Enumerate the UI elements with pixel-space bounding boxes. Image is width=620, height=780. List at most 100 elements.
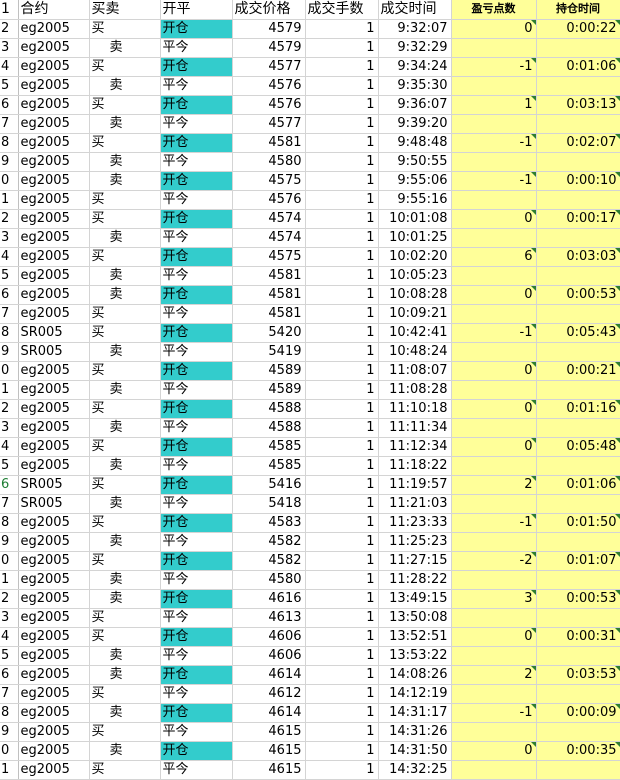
row-number[interactable]: 8: [0, 323, 19, 343]
cell-open-close[interactable]: 开仓: [160, 285, 233, 305]
cell-price[interactable]: 4580: [232, 570, 306, 590]
cell-price[interactable]: 5420: [232, 323, 306, 343]
cell-hold-time[interactable]: 0:03:13: [536, 95, 620, 115]
cell-pnl-points[interactable]: [451, 266, 537, 286]
cell-contract[interactable]: eg2005: [18, 608, 90, 628]
cell-time[interactable]: 14:08:26: [378, 665, 452, 685]
cell-price[interactable]: 4606: [232, 646, 306, 666]
cell-side[interactable]: 卖: [89, 152, 161, 172]
cell-pnl-points[interactable]: -1: [451, 171, 537, 191]
cell-qty[interactable]: 1: [305, 570, 379, 590]
cell-contract[interactable]: eg2005: [18, 190, 90, 210]
cell-time[interactable]: 10:01:08: [378, 209, 452, 229]
row-number[interactable]: 1: [0, 190, 19, 210]
cell-time[interactable]: 11:28:22: [378, 570, 452, 590]
cell-side[interactable]: 买: [89, 513, 161, 533]
cell-contract[interactable]: eg2005: [18, 399, 90, 419]
cell-open-close[interactable]: 平今: [160, 266, 233, 286]
cell-side[interactable]: 买: [89, 399, 161, 419]
cell-side[interactable]: 买: [89, 361, 161, 381]
cell-contract[interactable]: SR005: [18, 342, 90, 362]
row-number[interactable]: 7: [0, 494, 19, 514]
cell-price[interactable]: 5419: [232, 342, 306, 362]
cell-price[interactable]: 4576: [232, 76, 306, 96]
cell-pnl-points[interactable]: [451, 760, 537, 780]
cell-hold-time[interactable]: [536, 760, 620, 780]
cell-contract[interactable]: eg2005: [18, 570, 90, 590]
cell-time[interactable]: 11:27:15: [378, 551, 452, 571]
cell-contract[interactable]: SR005: [18, 494, 90, 514]
cell-pnl-points[interactable]: [451, 532, 537, 552]
row-number[interactable]: 8: [0, 703, 19, 723]
cell-pnl-points[interactable]: 0: [451, 209, 537, 229]
cell-pnl-points[interactable]: 0: [451, 285, 537, 305]
cell-open-close[interactable]: 开仓: [160, 513, 233, 533]
row-number[interactable]: 0: [0, 171, 19, 191]
cell-pnl-points[interactable]: 0: [451, 627, 537, 647]
cell-qty[interactable]: 1: [305, 304, 379, 324]
cell-price[interactable]: 4614: [232, 665, 306, 685]
cell-qty[interactable]: 1: [305, 380, 379, 400]
row-number[interactable]: 9: [0, 722, 19, 742]
cell-pnl-points[interactable]: 2: [451, 475, 537, 495]
cell-time[interactable]: 9:50:55: [378, 152, 452, 172]
cell-price[interactable]: 5416: [232, 475, 306, 495]
cell-hold-time[interactable]: 0:00:09: [536, 703, 620, 723]
cell-price[interactable]: 4581: [232, 266, 306, 286]
cell-qty[interactable]: 1: [305, 741, 379, 761]
cell-time[interactable]: 14:31:50: [378, 741, 452, 761]
cell-pnl-points[interactable]: 2: [451, 665, 537, 685]
cell-qty[interactable]: 1: [305, 190, 379, 210]
cell-time[interactable]: 11:11:34: [378, 418, 452, 438]
header-contract[interactable]: 合约: [18, 0, 90, 20]
row-number[interactable]: 9: [0, 342, 19, 362]
cell-side[interactable]: 卖: [89, 228, 161, 248]
cell-side[interactable]: 卖: [89, 665, 161, 685]
cell-time[interactable]: 11:08:07: [378, 361, 452, 381]
cell-open-close[interactable]: 平今: [160, 114, 233, 134]
row-number[interactable]: 6: [0, 95, 19, 115]
cell-qty[interactable]: 1: [305, 665, 379, 685]
cell-hold-time[interactable]: [536, 380, 620, 400]
row-number[interactable]: 4: [0, 627, 19, 647]
cell-hold-time[interactable]: 0:00:31: [536, 627, 620, 647]
cell-side[interactable]: 卖: [89, 171, 161, 191]
cell-hold-time[interactable]: [536, 418, 620, 438]
cell-qty[interactable]: 1: [305, 684, 379, 704]
cell-price[interactable]: 4614: [232, 703, 306, 723]
cell-pnl-points[interactable]: 3: [451, 589, 537, 609]
cell-open-close[interactable]: 开仓: [160, 361, 233, 381]
cell-pnl-points[interactable]: [451, 228, 537, 248]
cell-side[interactable]: 买: [89, 437, 161, 457]
cell-time[interactable]: 11:19:57: [378, 475, 452, 495]
cell-pnl-points[interactable]: [451, 456, 537, 476]
cell-open-close[interactable]: 开仓: [160, 209, 233, 229]
cell-price[interactable]: 4585: [232, 456, 306, 476]
cell-price[interactable]: 4574: [232, 209, 306, 229]
cell-pnl-points[interactable]: -1: [451, 513, 537, 533]
row-number[interactable]: 8: [0, 133, 19, 153]
cell-contract[interactable]: eg2005: [18, 646, 90, 666]
header-time[interactable]: 成交时间: [378, 0, 452, 20]
cell-hold-time[interactable]: [536, 114, 620, 134]
cell-time[interactable]: 9:39:20: [378, 114, 452, 134]
cell-hold-time[interactable]: [536, 266, 620, 286]
cell-time[interactable]: 10:01:25: [378, 228, 452, 248]
cell-hold-time[interactable]: 0:02:07: [536, 133, 620, 153]
cell-pnl-points[interactable]: [451, 190, 537, 210]
cell-pnl-points[interactable]: [451, 418, 537, 438]
cell-qty[interactable]: 1: [305, 209, 379, 229]
cell-time[interactable]: 14:31:26: [378, 722, 452, 742]
cell-hold-time[interactable]: [536, 608, 620, 628]
cell-hold-time[interactable]: 0:00:35: [536, 741, 620, 761]
cell-open-close[interactable]: 开仓: [160, 399, 233, 419]
cell-contract[interactable]: eg2005: [18, 684, 90, 704]
cell-contract[interactable]: eg2005: [18, 532, 90, 552]
cell-hold-time[interactable]: 0:01:07: [536, 551, 620, 571]
cell-time[interactable]: 14:32:25: [378, 760, 452, 780]
cell-contract[interactable]: eg2005: [18, 114, 90, 134]
row-number[interactable]: 3: [0, 608, 19, 628]
cell-price[interactable]: 4576: [232, 190, 306, 210]
row-number[interactable]: 1: [0, 760, 19, 780]
cell-qty[interactable]: 1: [305, 228, 379, 248]
